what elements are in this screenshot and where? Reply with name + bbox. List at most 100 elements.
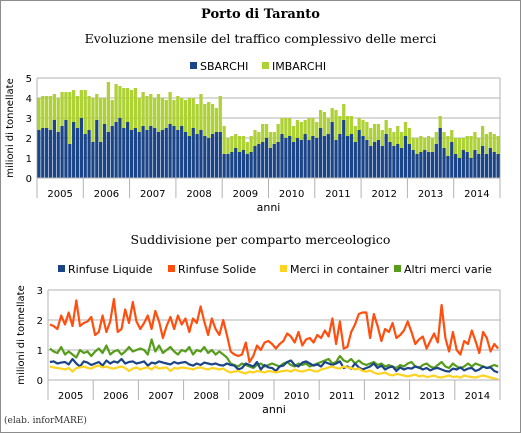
bar-imbarchi	[52, 94, 56, 120]
bar-imbarchi	[253, 130, 257, 146]
bar-sbarchi	[307, 140, 311, 178]
bar-sbarchi	[303, 134, 307, 178]
bar-imbarchi	[83, 90, 87, 134]
bar-imbarchi	[172, 100, 176, 126]
bar-imbarchi	[322, 112, 327, 136]
bar-sbarchi	[52, 120, 56, 178]
bar-imbarchi	[403, 122, 408, 136]
x-tick-label: 2010	[284, 391, 309, 402]
x-tick-label: 2011	[325, 189, 350, 200]
bar-sbarchi	[295, 138, 300, 178]
bar-sbarchi	[484, 154, 489, 178]
bar-imbarchi	[338, 116, 342, 134]
bar-sbarchi	[288, 136, 292, 178]
bar-imbarchi	[434, 132, 438, 144]
bar-sbarchi	[56, 132, 60, 178]
bar-imbarchi	[291, 126, 296, 142]
bar-sbarchi	[245, 154, 249, 178]
bar-sbarchi	[75, 128, 80, 178]
bar-imbarchi	[369, 128, 373, 146]
bar-sbarchi	[264, 138, 269, 178]
bar-sbarchi	[353, 142, 357, 178]
bar-sbarchi	[87, 130, 91, 178]
bar-imbarchi	[484, 134, 489, 154]
bar-sbarchi	[180, 126, 184, 178]
bar-imbarchi	[114, 84, 118, 122]
legend-label: Rinfuse Solide	[178, 263, 256, 276]
bar-sbarchi	[365, 140, 369, 178]
bar-sbarchi	[372, 142, 377, 178]
bar-sbarchi	[322, 136, 327, 178]
legend-swatch	[394, 265, 401, 272]
x-tick-label: 2009	[239, 391, 264, 402]
bar-sbarchi	[187, 136, 192, 178]
bar-imbarchi	[361, 120, 365, 136]
bar-sbarchi	[454, 154, 458, 178]
y-tick-label: 2	[37, 316, 43, 327]
bar-sbarchi	[392, 146, 396, 178]
bar-imbarchi	[423, 138, 427, 150]
bar-sbarchi	[461, 150, 465, 178]
x-tick-label: 2006	[94, 189, 119, 200]
bar-imbarchi	[72, 90, 76, 122]
bar-sbarchi	[276, 142, 280, 178]
legend-swatch	[58, 265, 65, 272]
bar-imbarchi	[477, 138, 481, 154]
y-tick-label: 1	[26, 154, 32, 165]
bar-imbarchi	[345, 116, 350, 136]
bar-sbarchi	[272, 144, 276, 178]
y-tick-label: 2	[26, 134, 32, 145]
bar-imbarchi	[222, 126, 226, 154]
bar-sbarchi	[326, 134, 330, 178]
bar-sbarchi	[68, 144, 72, 178]
legend-label: IMBARCHI	[272, 60, 326, 73]
chart2-title: Suddivisione per comparto merceologico	[130, 232, 391, 247]
bar-imbarchi	[268, 132, 273, 148]
bar-sbarchi	[37, 130, 41, 178]
bar-sbarchi	[149, 126, 153, 178]
x-tick-label: 2010	[279, 189, 304, 200]
x-tick-label: 2008	[193, 391, 218, 402]
bar-sbarchi	[477, 154, 481, 178]
y-tick-label: 0	[37, 376, 43, 387]
bar-imbarchi	[102, 98, 107, 124]
bar-sbarchi	[403, 136, 408, 178]
bar-sbarchi	[481, 146, 485, 178]
bar-imbarchi	[234, 134, 238, 148]
bar-imbarchi	[37, 98, 41, 130]
bar-sbarchi	[191, 128, 195, 178]
bar-imbarchi	[99, 98, 103, 142]
bar-imbarchi	[45, 96, 49, 128]
bar-imbarchi	[307, 118, 311, 140]
bar-imbarchi	[353, 126, 357, 142]
bar-sbarchi	[83, 134, 87, 178]
bar-sbarchi	[268, 148, 273, 178]
bar-sbarchi	[230, 152, 234, 178]
legend-label: Altri merci varie	[404, 263, 492, 276]
bar-imbarchi	[156, 94, 161, 132]
y-axis-title: milioni di tonnellate	[5, 78, 16, 177]
bar-imbarchi	[153, 98, 157, 128]
bar-sbarchi	[257, 144, 261, 178]
bar-sbarchi	[415, 154, 419, 178]
bar-sbarchi	[114, 122, 118, 178]
bar-sbarchi	[446, 156, 450, 178]
bar-imbarchi	[126, 88, 130, 122]
bar-imbarchi	[457, 138, 462, 158]
x-tick-label: 2014	[464, 189, 489, 200]
bar-sbarchi	[396, 144, 400, 178]
bar-imbarchi	[334, 110, 338, 140]
bar-imbarchi	[411, 138, 415, 150]
bar-imbarchi	[56, 98, 60, 132]
bar-imbarchi	[118, 86, 122, 118]
bar-imbarchi	[407, 128, 411, 144]
bar-imbarchi	[41, 96, 45, 128]
bar-sbarchi	[91, 142, 95, 178]
series-line-merci-in-container	[49, 364, 499, 381]
bar-sbarchi	[457, 158, 462, 178]
bar-imbarchi	[191, 98, 195, 128]
bar-sbarchi	[376, 140, 381, 178]
bar-sbarchi	[253, 146, 257, 178]
bar-imbarchi	[469, 136, 473, 158]
bar-imbarchi	[129, 90, 134, 130]
